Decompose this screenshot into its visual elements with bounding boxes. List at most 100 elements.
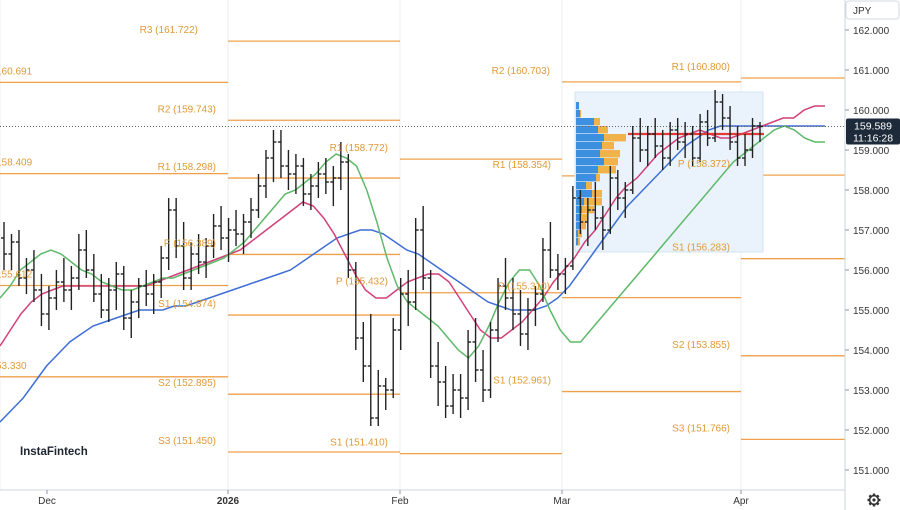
ohlc-bar: [262, 150, 269, 198]
x-tick-label: 2026: [217, 496, 240, 507]
ohlc-bars: [1, 90, 763, 426]
profile-bar-buy: [576, 134, 604, 142]
ohlc-bar: [8, 234, 15, 270]
ohlc-bar: [315, 162, 322, 198]
ohlc-bar: [210, 214, 217, 258]
ohlc-bar: [727, 106, 734, 150]
profile-bar-buy: [576, 190, 592, 198]
ohlc-bar: [457, 374, 464, 418]
ohlc-bar: [135, 278, 142, 318]
ohlc-bar: [607, 166, 614, 234]
x-axis-ticks: Dec 2026 Feb Mar Apr: [38, 490, 749, 507]
pivot-label: P (155.432): [336, 277, 388, 288]
ohlc-bar: [554, 254, 561, 290]
pivot-labels: R3 (161.722) R2 (159.743) R1 (158.298) P (1…: [0, 25, 730, 448]
profile-bar-buy: [576, 142, 602, 150]
ohlc-bar: [562, 258, 569, 294]
volume-profile: [574, 91, 764, 253]
pivot-label: S2 (153.855): [672, 340, 730, 351]
profile-bar-sell: [600, 150, 620, 158]
ohlc-bar: [517, 290, 524, 346]
ohlc-bar: [255, 174, 262, 218]
profile-bar-sell: [580, 214, 588, 222]
profile-bar-buy: [576, 206, 582, 214]
ohlc-bar: [218, 206, 225, 250]
ohlc-bar: [629, 126, 636, 194]
ohlc-bar: [712, 90, 719, 142]
ohlc-bar: [599, 206, 606, 250]
pivot-label: R1 (158.298): [158, 162, 216, 173]
y-tick-label: 160.000: [853, 106, 890, 117]
ohlc-bar: [292, 154, 299, 194]
ma-slow-line: [0, 125, 825, 423]
ohlc-bar: [143, 270, 150, 306]
ohlc-bar: [450, 374, 457, 414]
ohlc-bar: [180, 222, 187, 290]
y-tick-label: 153.000: [853, 386, 890, 397]
ohlc-bar: [75, 234, 82, 290]
ohlc-bar: [45, 286, 52, 330]
pivot-label: S1 (154.874): [158, 299, 216, 310]
ohlc-bar: [614, 170, 621, 210]
ohlc-bar: [165, 198, 172, 270]
profile-bar-sell: [598, 126, 608, 134]
ohlc-bar: [412, 218, 419, 310]
ohlc-bar: [509, 278, 516, 330]
pivot-label: 53.330: [0, 361, 27, 372]
watermark-text: InstaFintech: [20, 446, 88, 458]
ohlc-bar: [158, 246, 165, 298]
ohlc-bar: [173, 198, 180, 258]
profile-bar-sell: [592, 190, 602, 198]
ohlc-bar: [367, 314, 374, 426]
ohlc-bar: [637, 118, 644, 162]
ohlc-bar: [405, 270, 412, 326]
profile-bar-buy: [576, 222, 580, 230]
ohlc-bar: [285, 150, 292, 190]
ohlc-bar: [203, 238, 210, 278]
pivot-label: S2 (152.895): [158, 378, 216, 389]
ohlc-bar: [98, 274, 105, 318]
profile-bar-buy: [576, 118, 594, 126]
x-tick-label: Feb: [391, 496, 409, 507]
ohlc-bar: [68, 266, 75, 310]
pivot-label: P (155.310): [498, 282, 550, 293]
ma-fast-line: [0, 125, 825, 360]
profile-bar-sell: [594, 118, 600, 126]
y-tick-label: 156.000: [853, 266, 890, 277]
ohlc-bar: [480, 350, 487, 402]
ohlc-bar: [465, 330, 472, 410]
ohlc-bar: [113, 262, 120, 310]
profile-bar-buy: [576, 166, 598, 174]
ohlc-bar: [195, 234, 202, 274]
pivot-label: R3 (161.722): [140, 25, 198, 36]
profile-bar-buy: [576, 182, 586, 190]
profile-bar-sell: [604, 134, 626, 142]
y-tick-label: 162.000: [853, 26, 890, 37]
profile-bar-buy: [576, 102, 579, 110]
ohlc-bar: [749, 118, 756, 158]
pivot-label: 158.409: [0, 158, 33, 169]
ohlc-bar: [659, 130, 666, 170]
pivot-label: R1 (158.354): [493, 160, 551, 171]
profile-bar-sell: [586, 182, 592, 190]
ohlc-bar: [337, 142, 344, 190]
ohlc-bar: [652, 118, 659, 158]
gear-icon[interactable]: [867, 493, 881, 507]
ohlc-bar: [532, 286, 539, 326]
y-tick-label: 151.000: [853, 466, 890, 477]
ohlc-bar: [689, 126, 696, 166]
y-tick-label: 152.000: [853, 426, 890, 437]
ohlc-bar: [757, 122, 763, 142]
watermark: InstaFintech: [8, 436, 94, 466]
x-tick-label: Mar: [553, 496, 571, 507]
profile-bar-sell: [578, 238, 580, 246]
pivot-label: 155.612: [0, 270, 33, 281]
currency-selector[interactable]: JPY: [845, 0, 900, 20]
pivot-label: S1 (152.961): [493, 376, 551, 387]
ohlc-bar: [345, 154, 352, 278]
ohlc-bar: [375, 370, 382, 426]
ohlc-bar: [38, 274, 45, 326]
